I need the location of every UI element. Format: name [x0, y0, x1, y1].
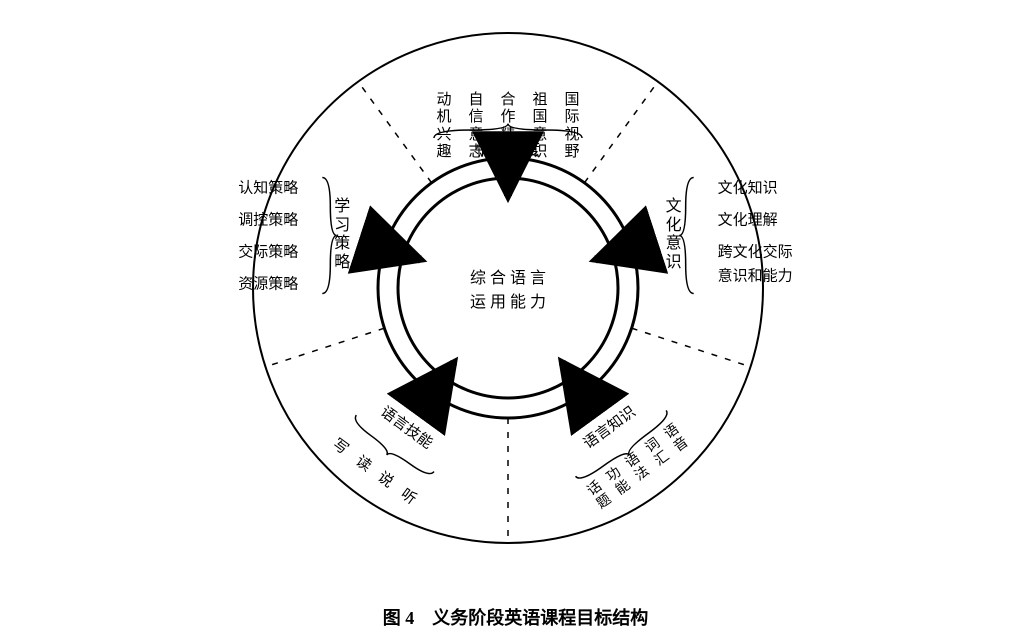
figure-caption: 图 4 义务阶段英语课程目标结构 [383, 604, 649, 630]
diagram-stage: 图 4 义务阶段英语课程目标结构 综 合 语 言运 用 能 力动机兴趣自信意志合… [0, 0, 1031, 634]
center-line1: 综 合 语 言 [470, 264, 546, 288]
center-line2: 运 用 能 力 [470, 288, 546, 312]
